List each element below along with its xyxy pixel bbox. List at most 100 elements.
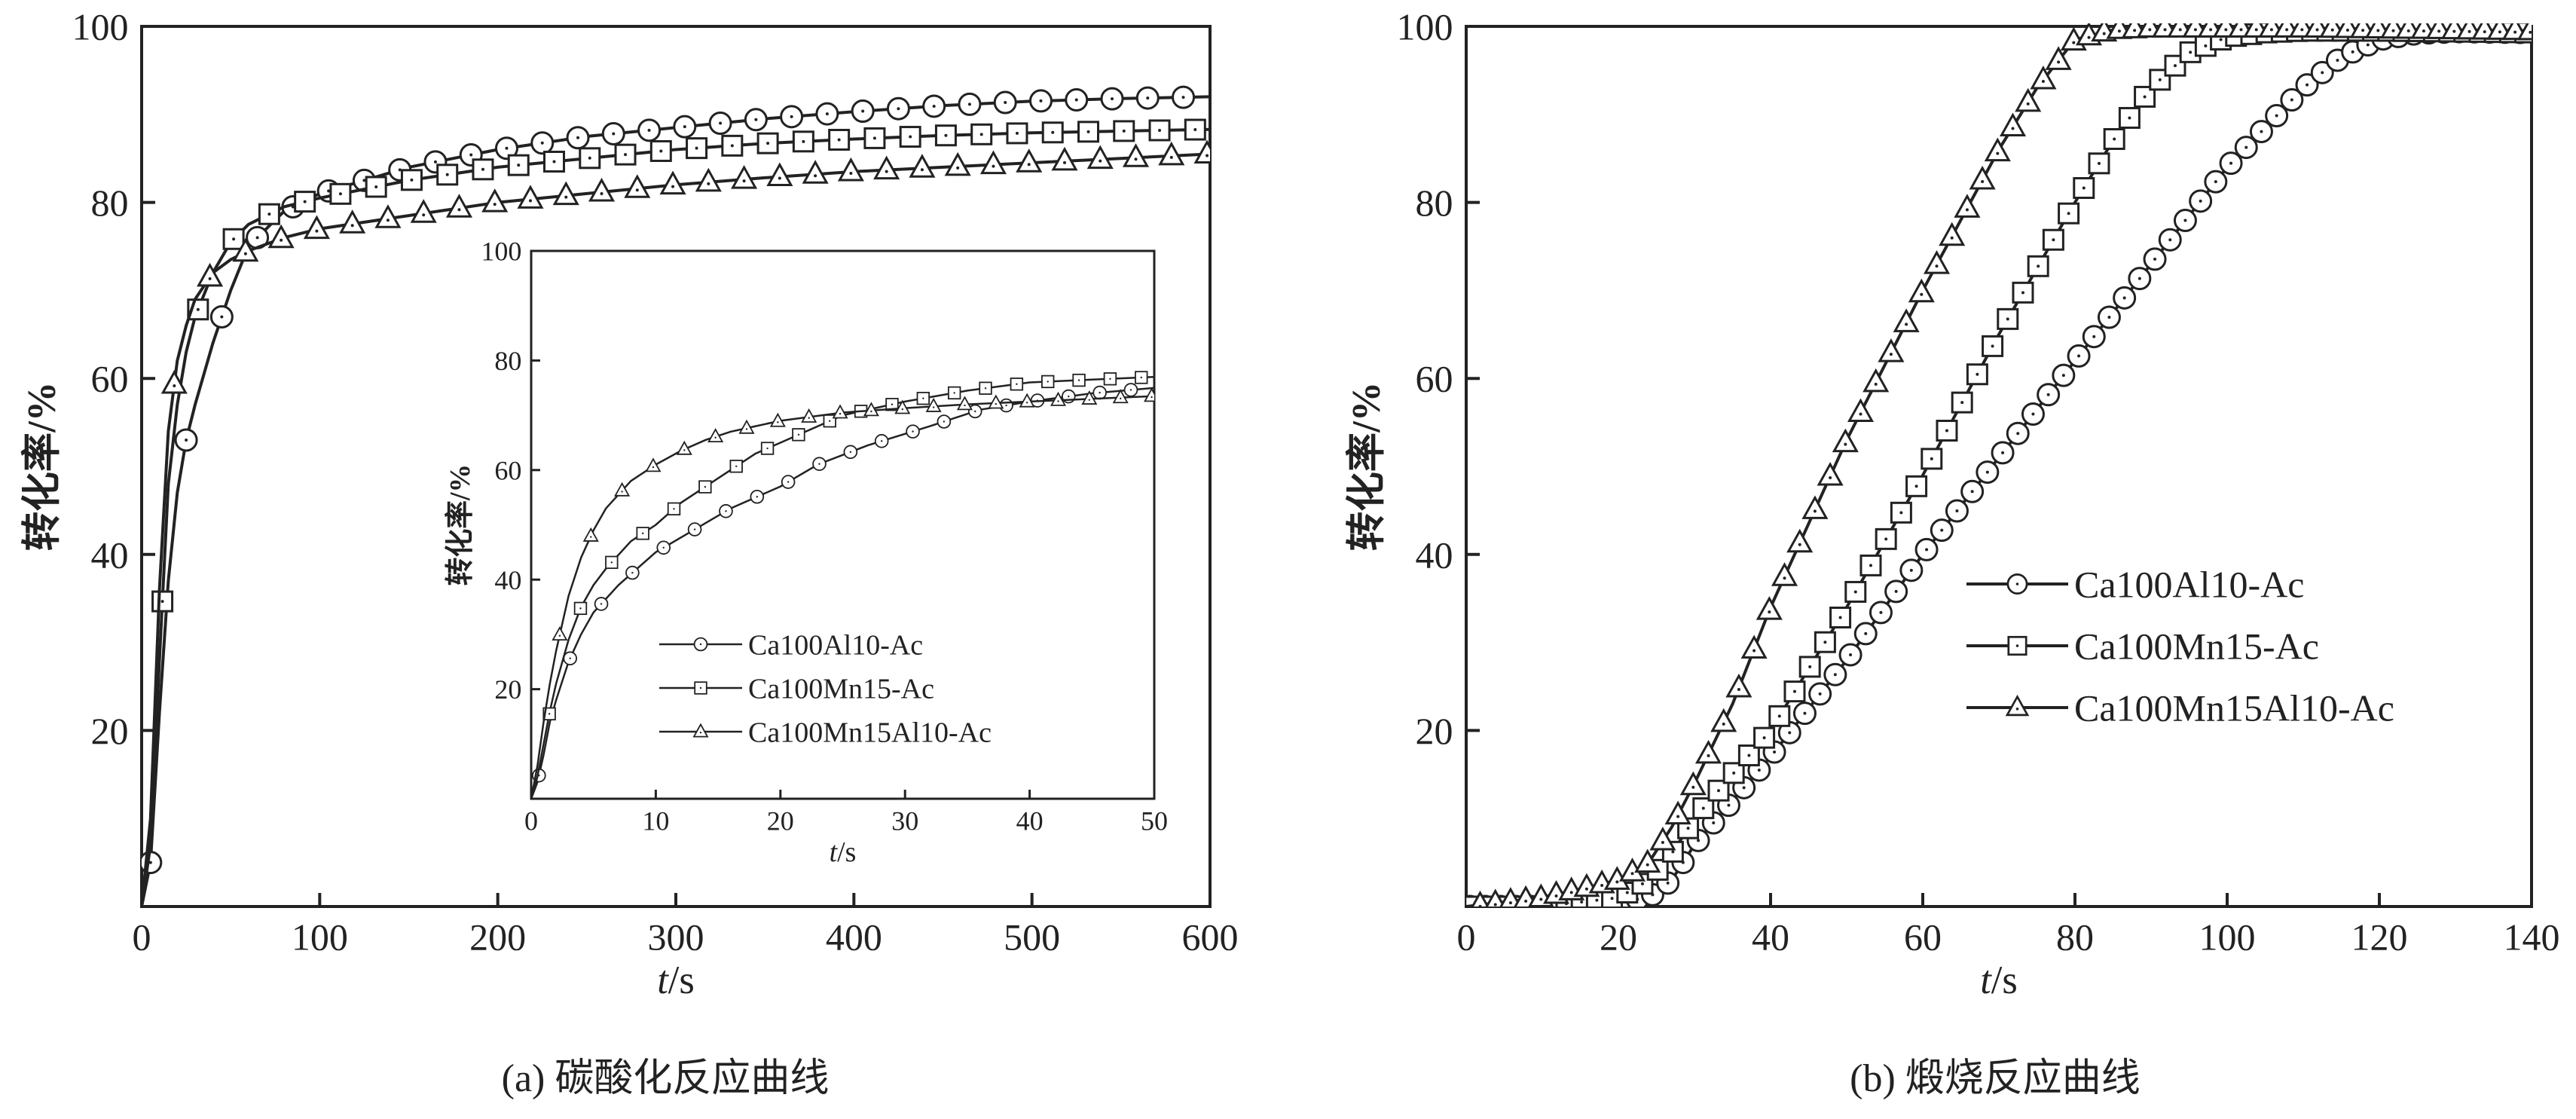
data-point bbox=[922, 94, 946, 118]
data-point bbox=[906, 424, 920, 439]
data-point bbox=[1939, 223, 1965, 246]
data-point bbox=[886, 96, 910, 121]
data-point bbox=[1991, 441, 2015, 465]
data-point bbox=[1936, 420, 1958, 442]
legend-label: Ca100Mn15-Ac bbox=[2074, 625, 2319, 668]
data-point bbox=[2037, 383, 2061, 407]
data-point bbox=[649, 139, 672, 162]
data-point bbox=[1817, 463, 1843, 486]
data-point bbox=[993, 90, 1017, 115]
data-point bbox=[614, 143, 637, 166]
x-tick-label: 40 bbox=[1016, 806, 1044, 836]
data-point bbox=[1829, 607, 1852, 629]
data-point bbox=[750, 489, 765, 504]
data-point bbox=[209, 304, 234, 329]
data-point bbox=[1869, 601, 1893, 625]
data-point bbox=[721, 134, 744, 157]
data-point bbox=[979, 381, 992, 395]
x-tick-label: 400 bbox=[826, 916, 882, 958]
legend-marker bbox=[2006, 696, 2029, 717]
data-point bbox=[2103, 128, 2125, 151]
series-square bbox=[531, 371, 1154, 799]
data-point bbox=[1065, 88, 1089, 112]
data-point bbox=[1680, 772, 1706, 796]
data-point bbox=[687, 522, 702, 537]
plot-frame bbox=[530, 249, 1156, 800]
y-tick-label: 60 bbox=[1416, 358, 1453, 400]
x-tick-label: 10 bbox=[642, 806, 669, 836]
data-point bbox=[1753, 726, 1776, 749]
data-point bbox=[2173, 209, 2197, 233]
data-point bbox=[329, 182, 352, 205]
data-point bbox=[719, 504, 733, 518]
data-point bbox=[1077, 121, 1100, 143]
data-point bbox=[605, 555, 619, 570]
y-tick-label: 100 bbox=[1397, 6, 1453, 48]
series-line bbox=[1466, 29, 2532, 907]
data-point bbox=[507, 154, 530, 176]
y-tick-label: 80 bbox=[1416, 182, 1453, 224]
data-point bbox=[2052, 363, 2076, 387]
data-point bbox=[958, 92, 982, 116]
x-tick-label: 0 bbox=[133, 916, 151, 958]
data-point bbox=[1966, 363, 1988, 386]
data-point bbox=[828, 128, 851, 151]
data-point bbox=[1951, 391, 1973, 414]
series-line bbox=[142, 152, 1210, 907]
legend-label: Ca100Al10-Ac bbox=[748, 629, 923, 661]
data-point bbox=[1893, 309, 1919, 332]
data-point bbox=[258, 203, 280, 225]
x-tick-label: 200 bbox=[469, 916, 526, 958]
data-point bbox=[1772, 563, 1798, 586]
y-tick-label: 20 bbox=[1416, 710, 1453, 752]
data-point bbox=[899, 126, 921, 148]
data-point bbox=[2097, 305, 2121, 329]
x-tick-label: 0 bbox=[524, 806, 538, 836]
data-point bbox=[916, 391, 930, 405]
data-point bbox=[1103, 372, 1117, 386]
x-tick-label: 0 bbox=[1457, 916, 1476, 958]
x-tick-label: 100 bbox=[2199, 916, 2256, 958]
data-point bbox=[2015, 89, 2041, 112]
data-point bbox=[1741, 636, 1767, 659]
data-point bbox=[400, 169, 423, 191]
data-point bbox=[815, 102, 839, 126]
data-point bbox=[2118, 106, 2141, 129]
data-point bbox=[1844, 580, 1867, 603]
data-point bbox=[1184, 118, 1206, 141]
data-point bbox=[1092, 385, 1107, 400]
data-point bbox=[530, 131, 555, 155]
data-point bbox=[563, 651, 577, 666]
series-circle bbox=[1466, 23, 2532, 907]
y-tick-label: 100 bbox=[72, 6, 129, 48]
data-point bbox=[1696, 741, 1722, 764]
data-point bbox=[744, 108, 768, 132]
data-point bbox=[1945, 499, 1969, 523]
data-point bbox=[970, 123, 993, 145]
data-point bbox=[1783, 680, 1806, 703]
data-point bbox=[843, 445, 858, 460]
data-point bbox=[1650, 827, 1676, 851]
data-point bbox=[851, 99, 875, 123]
data-point bbox=[947, 386, 961, 400]
legend-label: Ca100Mn15Al10-Ac bbox=[2074, 687, 2394, 729]
data-point bbox=[1859, 554, 1882, 576]
data-point bbox=[436, 164, 459, 186]
data-point bbox=[1914, 537, 1939, 561]
y-tick-label: 80 bbox=[91, 182, 129, 224]
data-point bbox=[1878, 339, 1904, 362]
plot-frame bbox=[1465, 25, 2533, 908]
series-triangle bbox=[531, 388, 1154, 799]
y-tick-label: 40 bbox=[494, 565, 521, 595]
data-point bbox=[573, 601, 588, 616]
data-point bbox=[760, 442, 775, 455]
data-point bbox=[1148, 119, 1171, 142]
data-point bbox=[1808, 682, 1832, 706]
y-axis-label: 转化率/% bbox=[445, 464, 476, 586]
x-tick-label: 120 bbox=[2351, 916, 2408, 958]
data-point bbox=[1969, 167, 1995, 190]
data-point bbox=[1665, 802, 1691, 825]
data-point bbox=[1884, 579, 1908, 604]
data-point bbox=[1010, 378, 1024, 391]
